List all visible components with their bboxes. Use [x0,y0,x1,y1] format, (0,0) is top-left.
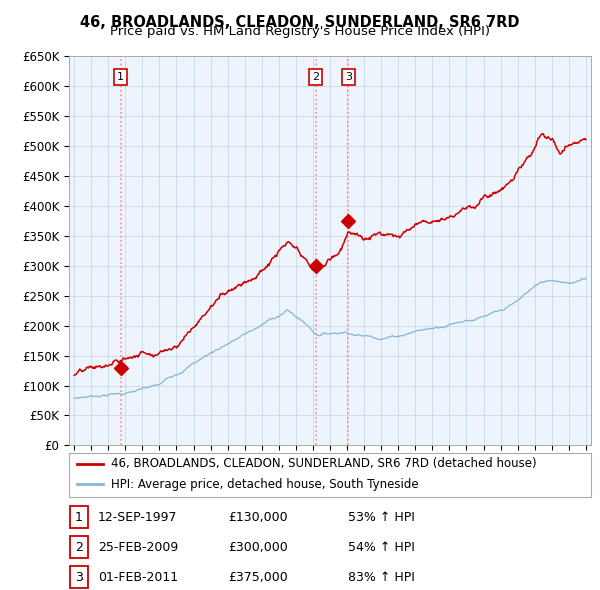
Text: 46, BROADLANDS, CLEADON, SUNDERLAND, SR6 7RD (detached house): 46, BROADLANDS, CLEADON, SUNDERLAND, SR6… [111,457,536,470]
Text: 1: 1 [117,72,124,82]
Text: 1: 1 [75,510,83,524]
Text: 3: 3 [345,72,352,82]
Text: 3: 3 [75,571,83,584]
Text: 2: 2 [75,540,83,554]
Text: £375,000: £375,000 [228,571,288,585]
Text: 25-FEB-2009: 25-FEB-2009 [98,541,178,555]
FancyBboxPatch shape [70,566,88,588]
Text: 54% ↑ HPI: 54% ↑ HPI [348,541,415,555]
Text: HPI: Average price, detached house, South Tyneside: HPI: Average price, detached house, Sout… [111,478,418,491]
Text: £300,000: £300,000 [228,541,288,555]
Text: 83% ↑ HPI: 83% ↑ HPI [348,571,415,585]
Text: 46, BROADLANDS, CLEADON, SUNDERLAND, SR6 7RD: 46, BROADLANDS, CLEADON, SUNDERLAND, SR6… [80,15,520,30]
Text: £130,000: £130,000 [228,511,287,525]
Text: 53% ↑ HPI: 53% ↑ HPI [348,511,415,525]
FancyBboxPatch shape [70,536,88,558]
FancyBboxPatch shape [70,506,88,528]
Text: 12-SEP-1997: 12-SEP-1997 [98,511,178,525]
Text: 2: 2 [312,72,319,82]
Text: 01-FEB-2011: 01-FEB-2011 [98,571,178,585]
Text: Price paid vs. HM Land Registry's House Price Index (HPI): Price paid vs. HM Land Registry's House … [110,25,490,38]
